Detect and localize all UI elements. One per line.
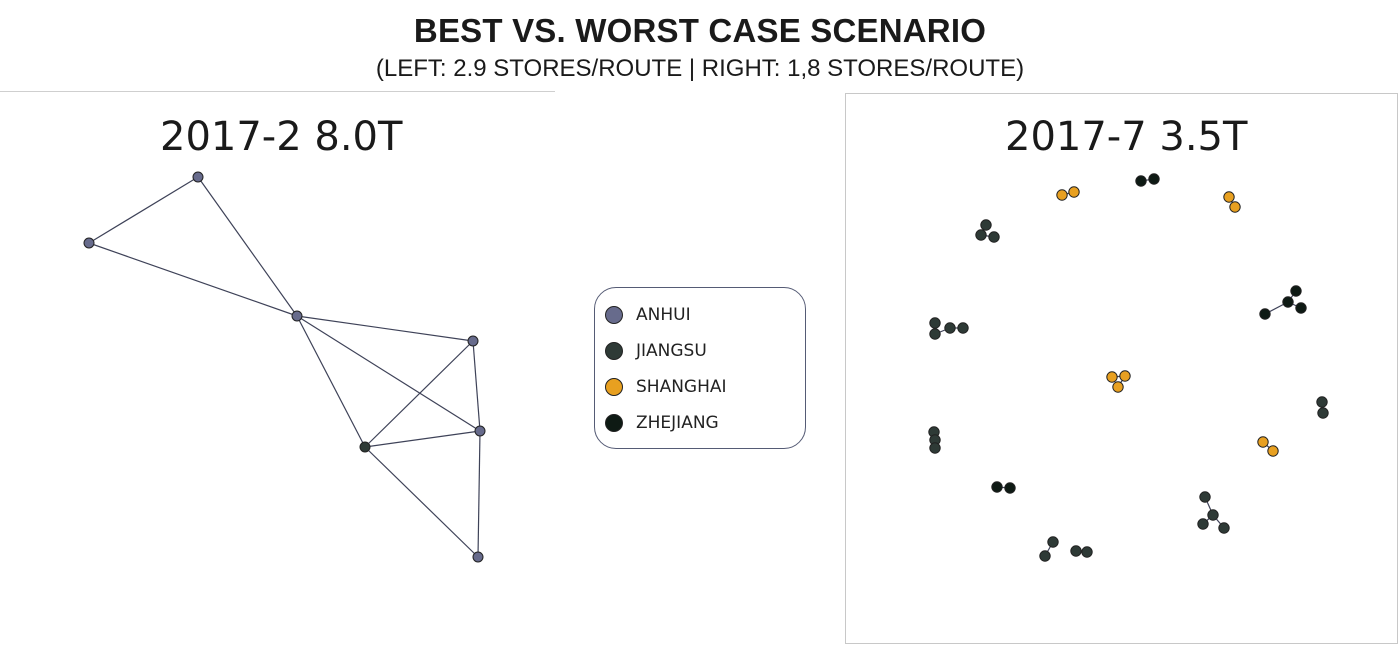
network-node-jiangsu [957,322,969,334]
network-edge [88,176,199,244]
network-node-anhui [467,335,479,347]
network-node-shanghai [1112,381,1124,393]
legend: ANHUI JIANGSU SHANGHAI ZHEJIANG [594,287,806,449]
network-node-jiangsu [929,442,941,454]
legend-swatch-zhejiang [605,414,623,432]
network-node-shanghai [1106,371,1118,383]
network-node-jiangsu [1218,522,1230,534]
network-node-anhui [291,310,303,322]
network-node-jiangsu [975,229,987,241]
network-node-zhejiang [1259,308,1271,320]
network-node-jiangsu [988,231,1000,243]
network-node-shanghai [1267,445,1279,457]
network-node-anhui [474,425,486,437]
legend-label-jiangsu: JIANGSU [636,341,707,361]
network-node-shanghai [1229,201,1241,213]
legend-swatch-jiangsu [605,342,623,360]
network-node-jiangsu [980,219,992,231]
legend-label-zhejiang: ZHEJIANG [636,413,719,433]
network-node-zhejiang [1148,173,1160,185]
right-panel-frame [845,93,1398,644]
network-node-shanghai [1119,370,1131,382]
network-node-zhejiang [1282,296,1294,308]
network-node-jiangsu [1317,407,1329,419]
left-panel-title: 2017-2 8.0T [160,114,403,160]
left-network [83,171,486,563]
network-node-anhui [83,237,95,249]
network-edge [296,315,474,342]
network-node-anhui [472,551,484,563]
legend-item-zhejiang: ZHEJIANG [605,410,719,436]
network-edge [197,176,298,317]
chart-title: BEST VS. WORST CASE SCENARIO [413,12,987,49]
network-edge [296,315,366,448]
network-node-zhejiang [1290,285,1302,297]
network-node-jiangsu [1316,396,1328,408]
network-edge [296,315,481,432]
network-edge [472,340,481,432]
network-node-jiangsu [1047,536,1059,548]
legend-label-anhui: ANHUI [636,305,691,325]
left-panel-border [0,91,555,92]
network-node-shanghai [1068,186,1080,198]
network-node-jiangsu [929,328,941,340]
network-edge [477,430,481,558]
network-edge [364,430,481,448]
network-node-zhejiang [1135,175,1147,187]
network-node-zhejiang [1295,302,1307,314]
network-node-anhui [192,171,204,183]
legend-swatch-shanghai [605,378,623,396]
network-node-shanghai [1257,436,1269,448]
network-node-jiangsu [1207,509,1219,521]
network-node-shanghai [1223,191,1235,203]
chart-subtitle: (LEFT: 2.9 STORES/ROUTE | RIGHT: 1,8 STO… [375,55,1025,82]
legend-label-shanghai: SHANGHAI [636,377,727,397]
network-node-jiangsu [1199,491,1211,503]
right-network [928,173,1329,562]
network-node-zhejiang [1004,482,1016,494]
network-node-jiangsu [944,322,956,334]
legend-item-jiangsu: JIANGSU [605,338,707,364]
network-node-jiangsu [1197,518,1209,530]
network-node-jiangsu [359,441,371,453]
network-edge [364,340,474,448]
right-panel-title: 2017-7 3.5T [1005,114,1248,160]
legend-item-anhui: ANHUI [605,302,691,328]
network-node-jiangsu [1039,550,1051,562]
network-edge [88,242,298,317]
network-node-jiangsu [1070,545,1082,557]
network-node-shanghai [1056,189,1068,201]
legend-item-shanghai: SHANGHAI [605,374,727,400]
network-node-zhejiang [991,481,1003,493]
legend-swatch-anhui [605,306,623,324]
network-node-jiangsu [1081,546,1093,558]
network-edge [364,446,479,558]
network-node-jiangsu [929,317,941,329]
